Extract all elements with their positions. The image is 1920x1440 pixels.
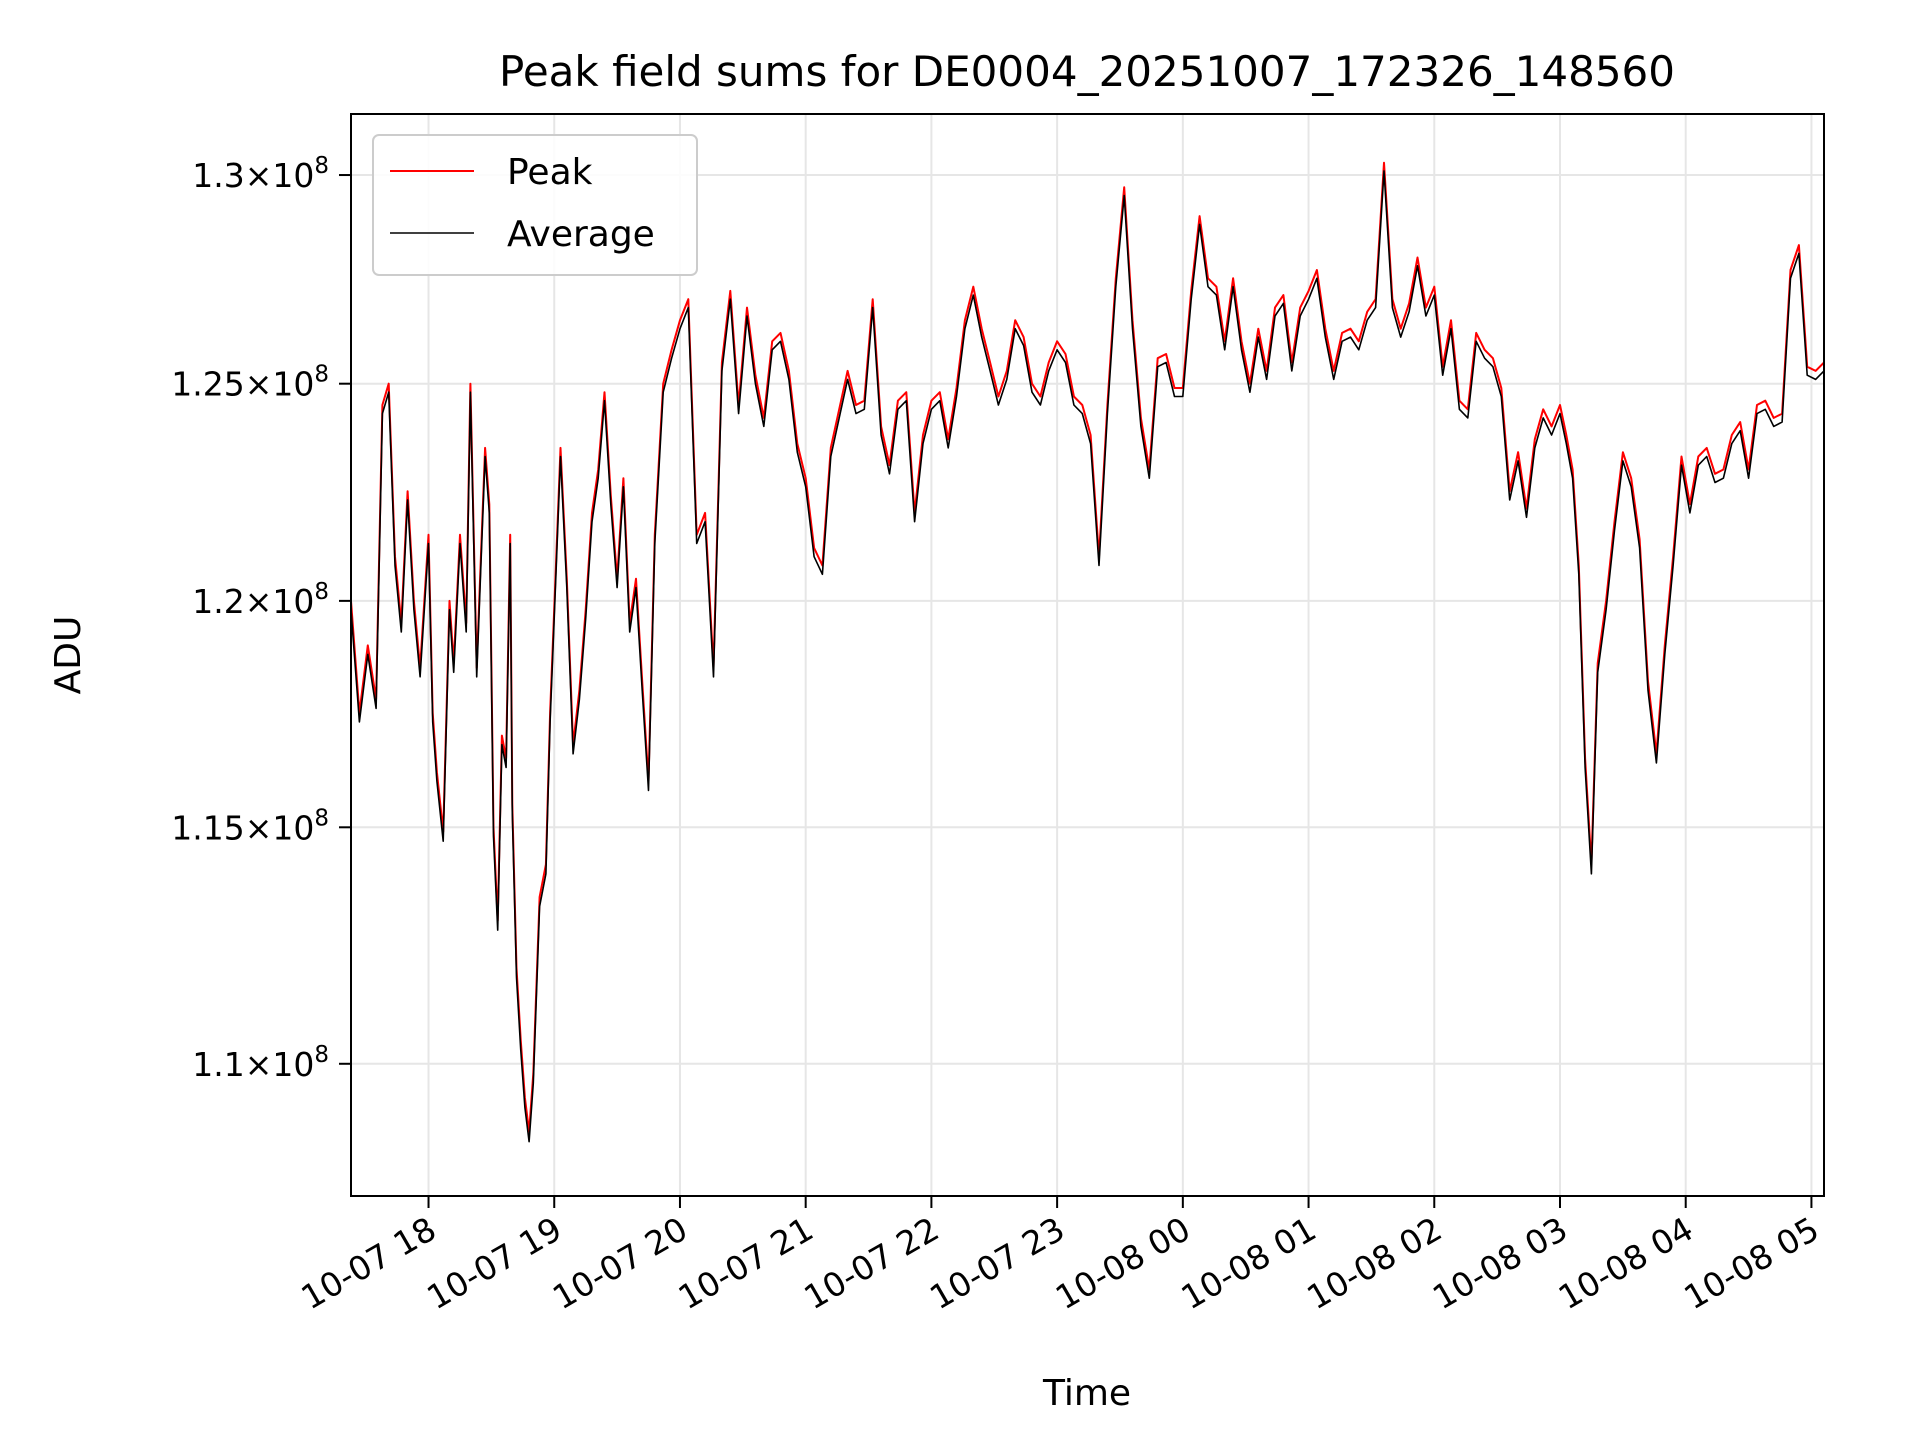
series-line-average (350, 170, 1825, 1143)
y-axis-label: ADU (48, 616, 89, 695)
plot-frame (350, 113, 1825, 1197)
legend-label-peak: Peak (507, 152, 593, 193)
y-axis-ticks: 1.1×108 1.15×108 1.2×108 1.25×108 1.3×108 (171, 153, 351, 1084)
legend: Peak Average (372, 134, 698, 276)
series-line-peak (350, 161, 1825, 1133)
y-tick-label: 1.1×108 (192, 1042, 329, 1084)
grid (351, 114, 1824, 1196)
legend-label-average: Average (507, 214, 655, 255)
plot-lines (350, 161, 1825, 1143)
chart-title: Peak field sums for DE0004_20251007_1723… (499, 47, 1675, 96)
y-tick-label: 1.25×108 (171, 362, 329, 404)
x-axis-label: Time (1042, 1373, 1131, 1414)
y-tick-label: 1.15×108 (171, 805, 329, 847)
y-tick-label: 1.2×108 (192, 579, 329, 621)
y-tick-label: 1.3×108 (192, 153, 329, 195)
